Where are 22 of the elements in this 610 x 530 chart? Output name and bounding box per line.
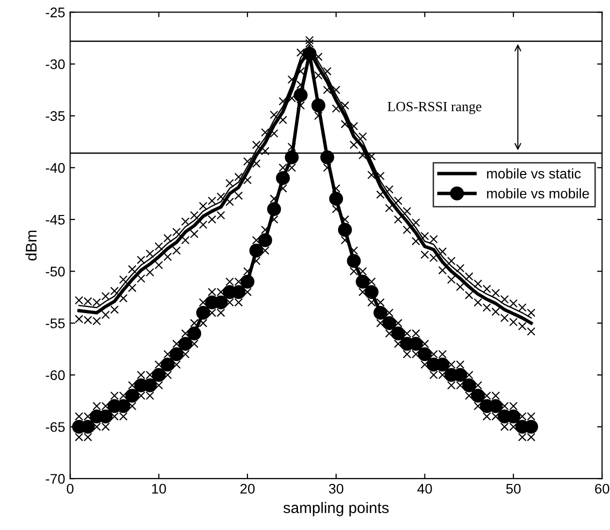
y-tick-label: -55 <box>46 318 65 328</box>
x-tick-label: 60 <box>595 484 610 494</box>
x-tick-label: 50 <box>506 484 521 494</box>
x-axis-title: sampling points <box>283 502 389 516</box>
x-tick-label: 10 <box>152 484 166 494</box>
y-tick-label: -70 <box>46 474 65 484</box>
legend-label: mobile vs mobile <box>487 188 589 198</box>
x-tick-label: 30 <box>328 484 344 494</box>
x-tick-label: 20 <box>240 484 255 494</box>
y-tick-label: -50 <box>46 266 65 276</box>
y-tick-label: -45 <box>46 214 65 225</box>
y-tick-label: -60 <box>46 370 65 380</box>
x-tick-label: 40 <box>417 484 432 494</box>
y-tick-label: -25 <box>46 8 65 18</box>
annotation: LOS-RSSI range <box>388 102 482 114</box>
y-tick-label: -30 <box>46 59 65 70</box>
y-axis-title: dBm <box>25 230 37 260</box>
y-tick-label: -65 <box>46 422 65 432</box>
legend-label: mobile vs static <box>487 168 581 179</box>
x-tick-label: 0 <box>66 484 74 494</box>
y-tick-label: -35 <box>46 111 65 122</box>
y-tick-label: -40 <box>46 162 65 173</box>
